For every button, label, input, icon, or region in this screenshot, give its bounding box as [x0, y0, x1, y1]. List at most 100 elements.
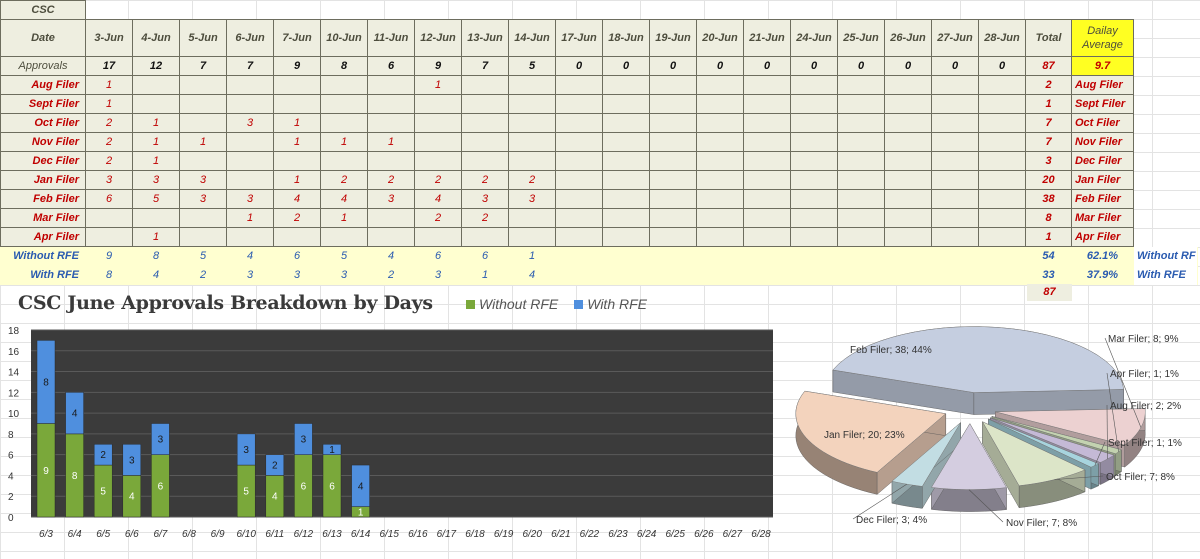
- rfe-cell[interactable]: 4: [367, 246, 415, 266]
- rfe-cell[interactable]: [978, 246, 1026, 266]
- filer-cell[interactable]: [790, 132, 838, 152]
- filer-cell[interactable]: [320, 94, 368, 114]
- filer-cell[interactable]: [320, 227, 368, 247]
- rfe-cell[interactable]: 3: [414, 265, 462, 285]
- filer-cell[interactable]: [602, 227, 650, 247]
- filer-cell[interactable]: [320, 113, 368, 133]
- grand-total-cell[interactable]: 87: [1027, 284, 1072, 301]
- filer-cell[interactable]: 2: [273, 208, 321, 228]
- filer-cell[interactable]: [649, 208, 697, 228]
- filer-cell[interactable]: [367, 227, 415, 247]
- filer-cell[interactable]: [179, 113, 227, 133]
- filer-cell[interactable]: [931, 113, 979, 133]
- filer-total-cell[interactable]: 8: [1025, 208, 1072, 228]
- filer-cell[interactable]: [508, 208, 556, 228]
- filer-cell[interactable]: [461, 151, 509, 171]
- approvals-cell[interactable]: 0: [837, 56, 885, 76]
- filer-cell[interactable]: [743, 94, 791, 114]
- filer-cell[interactable]: [602, 75, 650, 95]
- rfe-cell[interactable]: 2: [367, 265, 415, 285]
- filer-cell[interactable]: [978, 113, 1026, 133]
- approvals-cell[interactable]: 0: [743, 56, 791, 76]
- filer-cell[interactable]: [837, 208, 885, 228]
- rfe-cell[interactable]: [696, 246, 744, 266]
- filer-cell[interactable]: [226, 170, 274, 190]
- filer-cell[interactable]: [367, 208, 415, 228]
- filer-cell[interactable]: [179, 75, 227, 95]
- approvals-cell[interactable]: 0: [931, 56, 979, 76]
- filer-cell[interactable]: [508, 132, 556, 152]
- filer-cell[interactable]: [414, 132, 462, 152]
- filer-side-label[interactable]: Oct Filer: [1071, 113, 1134, 133]
- approvals-cell[interactable]: 8: [320, 56, 368, 76]
- filer-cell[interactable]: [273, 151, 321, 171]
- rfe-cell[interactable]: [555, 265, 603, 285]
- approvals-cell[interactable]: 0: [884, 56, 932, 76]
- rfe-cell[interactable]: 9: [85, 246, 133, 266]
- filer-cell[interactable]: [978, 170, 1026, 190]
- filer-cell[interactable]: [978, 151, 1026, 171]
- date-column-header[interactable]: 26-Jun: [884, 19, 932, 57]
- approvals-cell[interactable]: 7: [179, 56, 227, 76]
- filer-cell[interactable]: [273, 227, 321, 247]
- filer-cell[interactable]: 2: [461, 170, 509, 190]
- filer-cell[interactable]: [555, 170, 603, 190]
- filer-cell[interactable]: [367, 113, 415, 133]
- filer-cell[interactable]: [790, 227, 838, 247]
- rfe-cell[interactable]: [649, 246, 697, 266]
- filer-cell[interactable]: [179, 227, 227, 247]
- filer-cell[interactable]: [179, 208, 227, 228]
- approvals-cell[interactable]: 6: [367, 56, 415, 76]
- filer-cell[interactable]: 2: [85, 132, 133, 152]
- filer-cell[interactable]: [743, 208, 791, 228]
- filer-cell[interactable]: [226, 94, 274, 114]
- filer-row-label[interactable]: Dec Filer: [0, 151, 86, 171]
- filer-cell[interactable]: [931, 208, 979, 228]
- filer-cell[interactable]: [555, 94, 603, 114]
- date-column-header[interactable]: 6-Jun: [226, 19, 274, 57]
- filer-cell[interactable]: [555, 132, 603, 152]
- filer-cell[interactable]: 1: [179, 132, 227, 152]
- filer-cell[interactable]: [743, 132, 791, 152]
- filer-cell[interactable]: [884, 94, 932, 114]
- daily-average-value[interactable]: 9.7: [1071, 56, 1134, 76]
- corner-cell[interactable]: CSC: [0, 0, 86, 20]
- rfe-cell[interactable]: 5: [320, 246, 368, 266]
- filer-cell[interactable]: [696, 75, 744, 95]
- filer-cell[interactable]: [85, 208, 133, 228]
- filer-cell[interactable]: [884, 208, 932, 228]
- approvals-cell[interactable]: 0: [602, 56, 650, 76]
- filer-cell[interactable]: [414, 151, 462, 171]
- rfe-percent-cell[interactable]: 62.1%: [1071, 246, 1134, 266]
- filer-side-label[interactable]: Feb Filer: [1071, 189, 1134, 209]
- filer-cell[interactable]: [508, 75, 556, 95]
- rfe-cell[interactable]: [649, 265, 697, 285]
- filer-cell[interactable]: [790, 94, 838, 114]
- filer-cell[interactable]: [508, 227, 556, 247]
- filer-cell[interactable]: 6: [85, 189, 133, 209]
- rfe-cell[interactable]: 3: [273, 265, 321, 285]
- filer-row-label[interactable]: Mar Filer: [0, 208, 86, 228]
- rfe-total-cell[interactable]: 54: [1025, 246, 1072, 266]
- filer-cell[interactable]: [273, 94, 321, 114]
- filer-cell[interactable]: 2: [414, 170, 462, 190]
- filer-cell[interactable]: [555, 113, 603, 133]
- filer-total-cell[interactable]: 3: [1025, 151, 1072, 171]
- date-header-cell[interactable]: Date: [0, 19, 86, 57]
- filer-cell[interactable]: [367, 151, 415, 171]
- date-column-header[interactable]: 28-Jun: [978, 19, 1026, 57]
- filer-cell[interactable]: 4: [273, 189, 321, 209]
- filer-cell[interactable]: [649, 113, 697, 133]
- filer-cell[interactable]: 1: [414, 75, 462, 95]
- filer-cell[interactable]: 1: [367, 132, 415, 152]
- filer-cell[interactable]: 1: [320, 132, 368, 152]
- filer-total-cell[interactable]: 1: [1025, 227, 1072, 247]
- filer-cell[interactable]: 3: [179, 170, 227, 190]
- date-column-header[interactable]: 3-Jun: [85, 19, 133, 57]
- filer-cell[interactable]: 2: [85, 151, 133, 171]
- rfe-cell[interactable]: [837, 246, 885, 266]
- date-column-header[interactable]: 13-Jun: [461, 19, 509, 57]
- filer-cell[interactable]: [555, 151, 603, 171]
- filer-cell[interactable]: [931, 132, 979, 152]
- filer-cell[interactable]: [696, 208, 744, 228]
